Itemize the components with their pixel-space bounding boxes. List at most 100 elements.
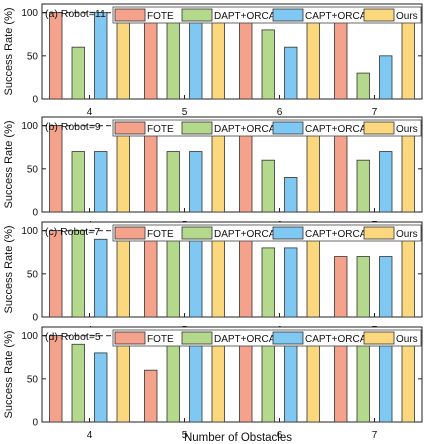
legend-swatch <box>181 121 213 135</box>
bar <box>284 46 298 100</box>
bar <box>261 247 275 318</box>
panel-label: (c) Robot=7 <box>45 226 100 238</box>
bar <box>239 238 253 318</box>
y-tick-label: 50 <box>27 269 39 280</box>
panel-label: (b) Robot=9 <box>45 121 101 133</box>
bar <box>356 343 370 423</box>
legend-swatch <box>181 226 213 240</box>
legend-swatch <box>363 226 395 240</box>
legend-swatch <box>181 8 213 22</box>
bar <box>94 238 108 318</box>
x-tick-label: 7 <box>372 107 378 118</box>
bar <box>356 159 370 213</box>
bar <box>116 335 130 423</box>
bar <box>261 29 275 100</box>
legend-label: FOTE <box>147 11 174 22</box>
bar <box>211 12 225 100</box>
y-tick-label: 50 <box>27 164 39 175</box>
bar <box>189 335 203 423</box>
legend-swatch <box>363 8 395 22</box>
legend-label: FOTE <box>147 334 174 345</box>
bar <box>306 12 320 100</box>
legend-swatch <box>363 331 395 345</box>
bar <box>144 230 158 318</box>
bar <box>166 230 180 318</box>
legend-swatch <box>114 121 146 135</box>
legend-swatch <box>272 8 304 22</box>
bar <box>334 256 348 318</box>
y-tick-label: 100 <box>21 8 38 19</box>
bar <box>261 335 275 423</box>
legend-label: Ours <box>396 229 418 240</box>
bar <box>211 335 225 423</box>
legend-swatch <box>363 121 395 135</box>
legend-label: Ours <box>396 334 418 345</box>
bar <box>379 256 393 318</box>
bar <box>166 335 180 423</box>
x-tick-label: 6 <box>277 107 283 118</box>
y-axis-label: Success Rate (%) <box>3 120 15 208</box>
legend-label: DAPT+ORCA <box>214 334 276 345</box>
y-axis-label: Success Rate (%) <box>3 225 15 313</box>
bar <box>239 12 253 100</box>
panels: 0 50 100 4 5 6 7 (a) Robot=11 FOTE DAPT+ORCA CAPT+… <box>3 3 423 441</box>
legend: FOTE DAPT+ORCA CAPT+ORCA Ours <box>112 329 422 347</box>
bar <box>116 230 130 318</box>
y-axis-label: Success Rate (%) <box>3 7 15 95</box>
bar <box>239 335 253 423</box>
legend-label: DAPT+ORCA <box>214 124 276 135</box>
bar <box>49 12 63 100</box>
bar <box>284 247 298 318</box>
bar <box>94 352 108 423</box>
x-tick-label: 6 <box>277 430 283 441</box>
legend-label: DAPT+ORCA <box>214 229 276 240</box>
legend-label: Ours <box>396 124 418 135</box>
legend-swatch <box>181 331 213 345</box>
legend-swatch <box>114 8 146 22</box>
bar <box>334 125 348 213</box>
bar <box>71 46 85 100</box>
y-tick-label: 0 <box>32 418 38 429</box>
bar <box>379 55 393 100</box>
legend-swatch <box>272 121 304 135</box>
legend-swatch <box>272 226 304 240</box>
bar <box>306 125 320 213</box>
legend-label: FOTE <box>147 124 174 135</box>
x-tick-label: 4 <box>87 430 93 441</box>
panel-label: (d) Robot=5 <box>45 331 101 343</box>
bar <box>306 230 320 318</box>
legend-label: Ours <box>396 11 418 22</box>
bar <box>49 230 63 318</box>
bar <box>166 20 180 100</box>
bar <box>284 177 298 213</box>
bar <box>49 335 63 423</box>
x-tick-label: 4 <box>87 107 93 118</box>
bar <box>379 151 393 213</box>
bar <box>261 159 275 213</box>
legend-swatch <box>114 226 146 240</box>
y-tick-label: 50 <box>27 374 39 385</box>
legend: FOTE DAPT+ORCA CAPT+ORCA Ours <box>112 224 422 242</box>
chart-panel: 0 50 100 4 5 6 7 (a) Robot=11 FOTE DAPT+ORCA CAPT+… <box>3 3 423 118</box>
bar <box>94 12 108 100</box>
x-tick-label: 5 <box>182 430 188 441</box>
y-tick-label: 50 <box>27 51 39 62</box>
bar <box>356 72 370 100</box>
bar <box>284 335 298 423</box>
bar <box>189 230 203 318</box>
bar <box>49 125 63 213</box>
bar <box>211 230 225 318</box>
legend: FOTE DAPT+ORCA CAPT+ORCA Ours <box>112 6 422 24</box>
y-tick-label: 100 <box>21 121 38 132</box>
bar <box>116 125 130 213</box>
legend-label: CAPT+ORCA <box>305 124 367 135</box>
panel-label: (a) Robot=11 <box>45 8 106 20</box>
chart-panel: 0 50 100 4 5 6 7 (d) Robot=5 FOTE DAPT+ORCA CAPT+O… <box>3 326 423 441</box>
legend: FOTE DAPT+ORCA CAPT+ORCA Ours <box>112 119 422 137</box>
bar <box>401 230 415 318</box>
bar <box>71 151 85 213</box>
y-tick-label: 0 <box>32 313 38 324</box>
bar <box>144 12 158 100</box>
